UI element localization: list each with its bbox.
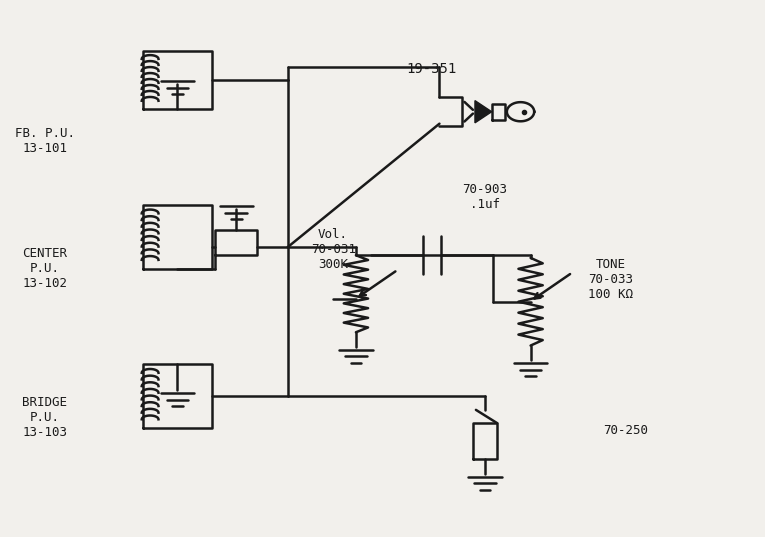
Text: 19-351: 19-351 [407,62,457,76]
Text: BRIDGE
P.U.
13-103: BRIDGE P.U. 13-103 [22,396,67,439]
Text: 70-903
.1uf: 70-903 .1uf [463,183,507,211]
Text: Vol.
70-031
300K: Vol. 70-031 300K [311,228,356,271]
Polygon shape [475,100,492,123]
Text: TONE
70-033
100 KΩ: TONE 70-033 100 KΩ [588,258,633,301]
Text: 70-250: 70-250 [603,424,648,437]
Text: FB. P.U.
13-101: FB. P.U. 13-101 [15,127,74,155]
Text: CENTER
P.U.
13-102: CENTER P.U. 13-102 [22,247,67,290]
